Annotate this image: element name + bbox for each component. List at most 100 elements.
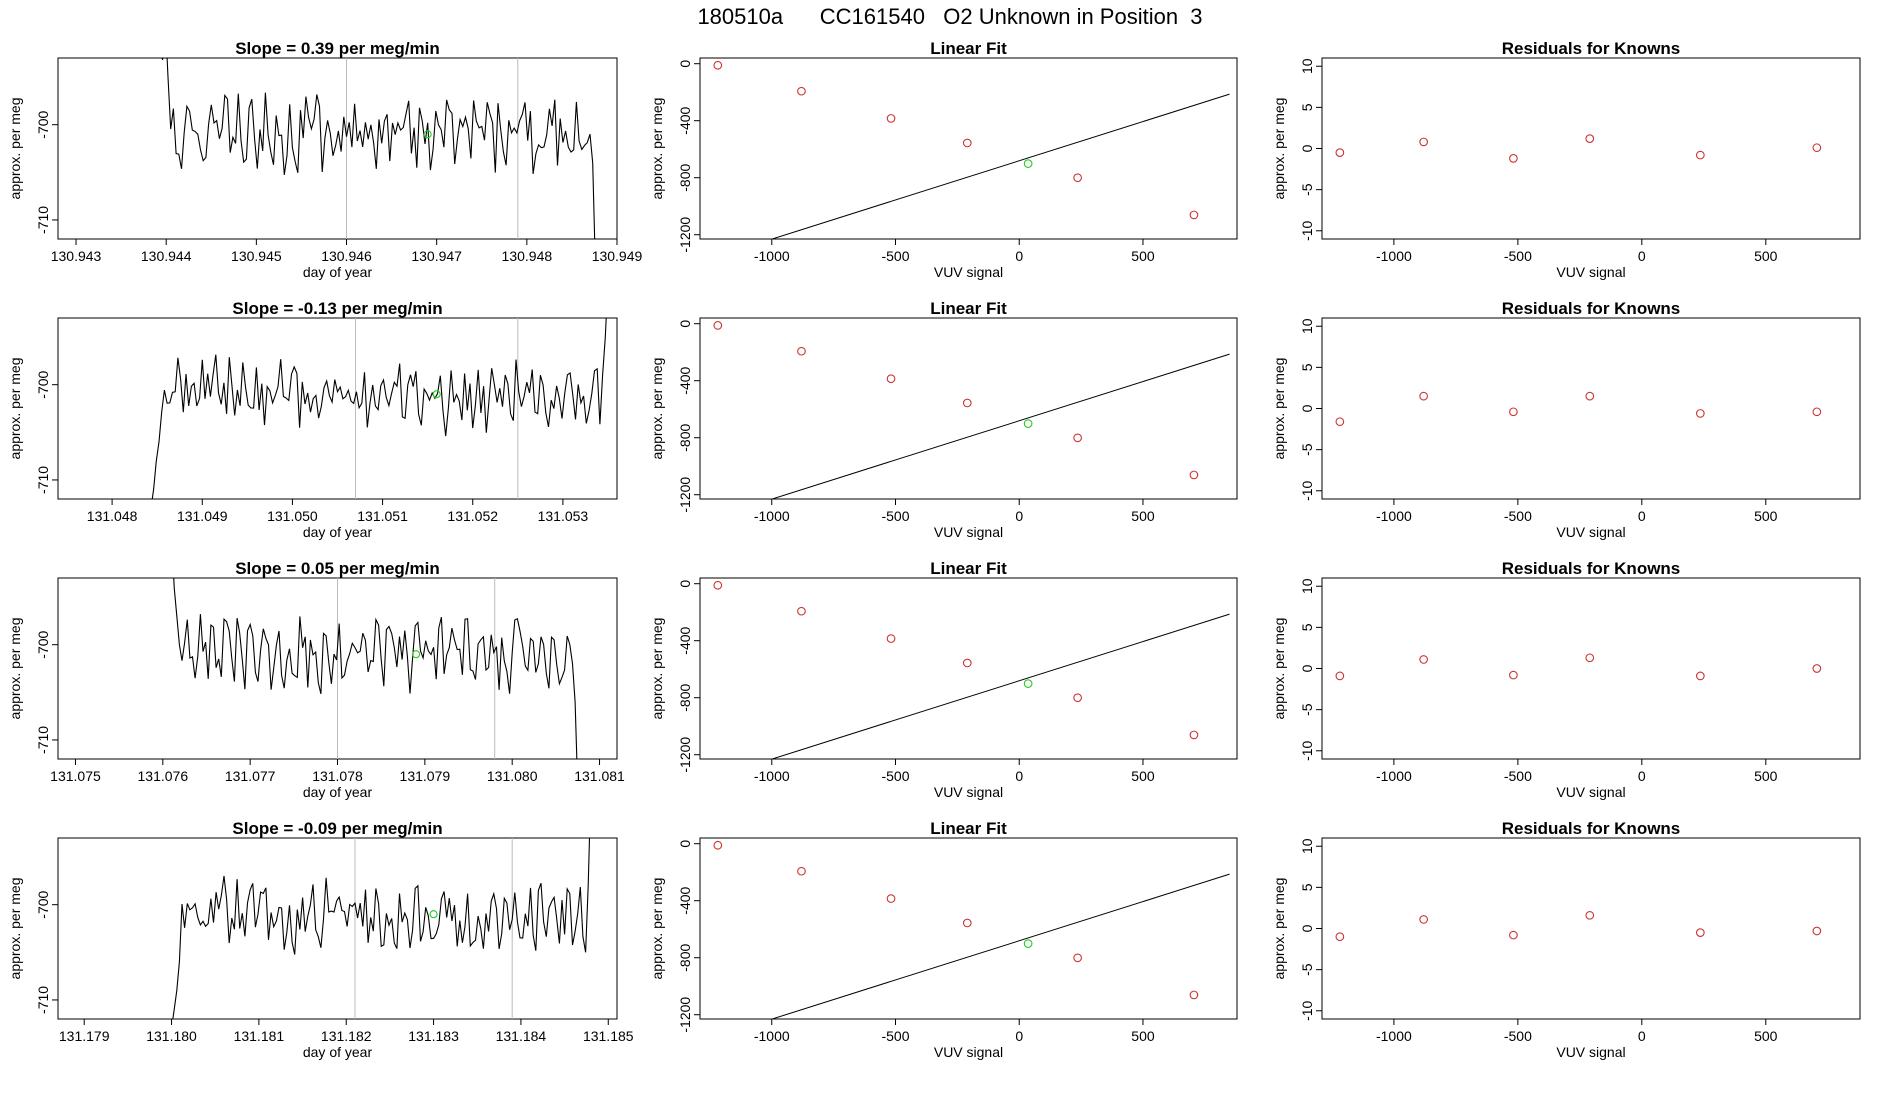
x-tick-label: 131.049 [177,508,228,524]
y-tick-label: -710 [35,986,51,1014]
x-tick-label: -500 [881,1028,909,1044]
residual-point [1695,928,1705,937]
panel-title: Residuals for Knowns [1502,559,1681,578]
known-point [1073,173,1082,183]
x-axis-label: VUV signal [1556,524,1625,540]
residual-point [1419,915,1428,924]
y-tick-label: -700 [35,110,51,138]
residual-point [1419,655,1428,664]
y-tick-label: -5 [1299,703,1315,716]
known-point [962,398,972,408]
x-tick-label: 131.179 [59,1028,110,1044]
x-tick-label: 131.052 [447,508,498,524]
x-tick-label: 0 [1638,508,1646,524]
y-tick-label: -5 [1299,963,1315,976]
panel-title: Linear Fit [930,299,1007,318]
residual-point [1509,154,1518,163]
known-point [1189,210,1199,220]
y-tick-label: -10 [1299,1000,1315,1020]
residual-point [1335,148,1345,157]
x-tick-label: 0 [1015,508,1023,524]
linear_fit-panel-3: Linear Fit -1000 -500 0 500 VUV signal 0 -400 -8… [649,559,1238,800]
known-point [713,321,723,330]
plot-frame [57,57,618,240]
panel-title: Slope = 0.39 per meg/min [235,39,440,58]
x-tick-label: 131.183 [408,1028,459,1044]
y-tick-label: 0 [1299,664,1315,672]
residuals-panel-1: Residuals for Knowns -1000 -500 0 500 VUV sig… [1271,39,1861,280]
y-axis-label: approx. per meg [1271,98,1287,200]
panel-title: Residuals for Knowns [1502,299,1681,318]
plot-area [713,580,1230,759]
residuals-panel-3: Residuals for Knowns -1000 -500 0 500 VUV sig… [1271,559,1861,800]
x-tick-label: 131.048 [87,508,138,524]
known-point [1189,730,1199,740]
timeseries-panel-3: Slope = 0.05 per meg/min 131.075 131.076 13… [7,559,625,800]
residual-point [1585,910,1595,920]
x-axis-label: VUV signal [934,1044,1003,1060]
residual-point [1509,407,1518,417]
x-tick-label: 131.053 [538,508,589,524]
y-axis-label: approx. per meg [649,878,665,980]
x-tick-label: 131.077 [225,768,276,784]
plot-area [173,578,578,759]
y-tick-label: -1200 [677,737,693,773]
residual-point [1812,926,1822,936]
known-point [962,658,972,668]
known-point [797,346,806,356]
plot-area [713,321,1230,499]
plot-area [148,318,607,499]
residual-point [1695,409,1705,418]
x-axis-label: VUV signal [1556,264,1625,280]
y-tick-label: -400 [677,886,693,914]
residuals-panel-2: Residuals for Knowns -1000 -500 0 500 VUV sig… [1271,299,1861,540]
page-title: 180510a CC161540 O2 Unknown in Position … [697,4,1203,29]
unknown-point [1023,679,1033,688]
y-tick-label: -800 [677,683,693,711]
y-tick-label: -10 [1299,220,1315,240]
known-point [1073,953,1082,963]
y-axis-label: approx. per meg [1271,878,1287,980]
y-axis-label: approx. per meg [7,98,23,200]
known-point [1189,990,1199,1000]
y-axis-label: approx. per meg [1271,358,1287,460]
x-tick-label: 500 [1131,248,1155,264]
y-axis-label: approx. per meg [649,358,665,460]
y-tick-label: 0 [1299,404,1315,412]
panel-title: Linear Fit [930,559,1007,578]
x-tick-label: 131.184 [496,1028,547,1044]
x-tick-label: 500 [1754,1028,1778,1044]
known-point [886,374,896,384]
y-tick-label: 0 [1299,924,1315,932]
residual-point [1812,407,1822,417]
x-tick-label: 500 [1131,508,1155,524]
x-tick-label: 131.182 [321,1028,372,1044]
y-tick-label: -800 [677,943,693,971]
x-tick-label: 130.947 [411,248,462,264]
y-tick-label: 5 [1299,363,1315,371]
y-tick-label: 0 [677,320,693,328]
plot-frame [1321,317,1861,500]
residual-point [1335,932,1345,942]
plot-frame [699,57,1238,240]
x-tick-label: -500 [1504,768,1532,784]
known-point [797,606,806,616]
y-tick-label: -710 [35,466,51,494]
residual-point [1419,137,1428,147]
x-tick-label: 131.185 [583,1028,634,1044]
y-tick-label: -700 [35,890,51,918]
unknown-point [412,650,421,659]
known-point [886,634,896,643]
y-axis-label: approx. per meg [649,618,665,720]
y-tick-label: 10 [1299,578,1315,594]
fit-line [770,93,1230,239]
plot-area [1335,653,1822,681]
x-tick-label: 0 [1015,248,1023,264]
residual-point [1695,150,1705,160]
y-tick-label: -700 [35,370,51,398]
x-axis-label: day of year [303,264,373,280]
plot-area [1335,391,1822,427]
y-tick-label: -5 [1299,443,1315,456]
known-point [1073,433,1082,443]
